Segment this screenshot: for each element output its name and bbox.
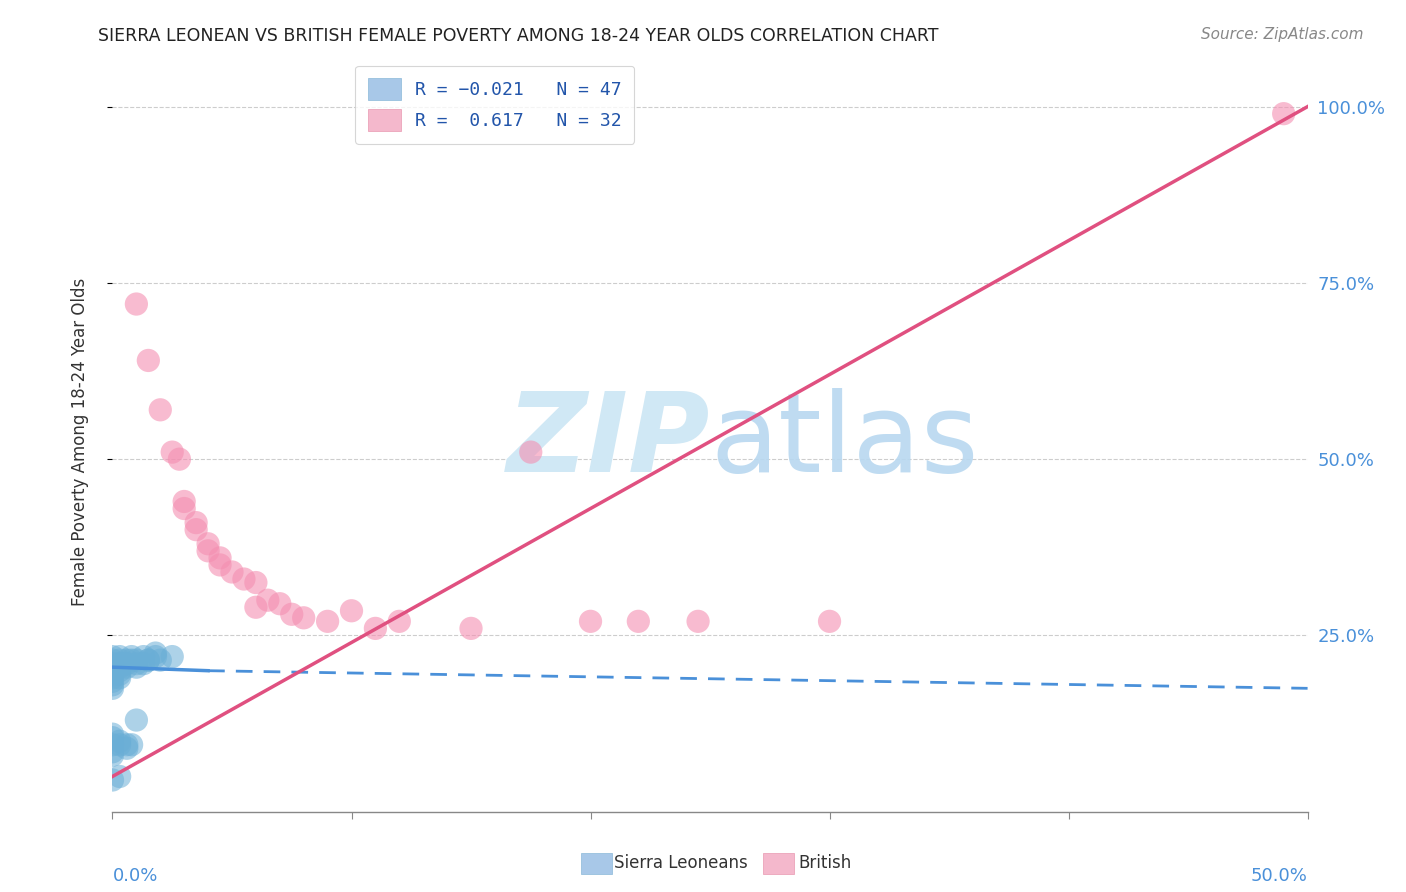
Point [579,615,602,629]
Point [209,558,232,572]
Point [125,657,148,671]
Point [145,646,167,660]
Point [108,649,131,664]
Point [115,741,138,756]
Point [162,445,183,459]
Point [818,615,841,629]
Point [108,769,131,783]
Point [233,572,256,586]
Point [101,649,124,664]
Point [115,738,138,752]
Point [108,660,131,674]
Point [269,597,291,611]
Point [125,713,148,727]
Point [101,674,124,689]
Point [627,615,650,629]
Point [257,593,280,607]
Point [115,660,138,674]
Point [149,653,172,667]
Text: 50.0%: 50.0% [1251,867,1308,885]
Point [101,671,124,685]
Point [197,537,219,551]
Point [316,615,339,629]
Point [688,615,710,629]
Point [245,600,267,615]
Point [101,748,124,763]
Point [108,667,131,681]
Point [101,772,124,787]
Point [388,615,411,629]
Point [101,727,124,741]
Text: atlas: atlas [710,388,979,495]
Point [125,297,148,311]
Point [186,516,208,530]
Point [132,657,155,671]
Point [173,501,195,516]
Point [138,653,160,667]
Point [115,653,138,667]
Point [1272,106,1295,120]
Point [115,657,138,671]
Point [101,738,124,752]
Point [460,621,482,635]
Point [101,681,124,696]
Text: ZIP: ZIP [506,388,710,495]
Point [101,657,124,671]
Point [520,445,543,459]
Point [108,664,131,678]
Point [108,671,131,685]
Point [101,664,124,678]
Point [221,565,243,579]
Point [364,621,387,635]
Point [169,452,191,467]
Point [197,544,219,558]
Point [108,738,131,752]
Point [138,353,160,368]
Text: British: British [799,855,852,872]
Point [186,523,208,537]
Point [101,678,124,692]
Point [281,607,304,622]
Point [125,660,148,674]
Point [108,657,131,671]
Text: SIERRA LEONEAN VS BRITISH FEMALE POVERTY AMONG 18-24 YEAR OLDS CORRELATION CHART: SIERRA LEONEAN VS BRITISH FEMALE POVERTY… [98,27,939,45]
Point [245,575,267,590]
Point [101,653,124,667]
Text: Sierra Leoneans: Sierra Leoneans [614,855,748,872]
Point [132,649,155,664]
Point [138,653,160,667]
Point [121,738,143,752]
Legend: R = −0.021   N = 47, R =  0.617   N = 32: R = −0.021 N = 47, R = 0.617 N = 32 [356,66,634,144]
Point [101,745,124,759]
Point [101,731,124,745]
Y-axis label: Female Poverty Among 18-24 Year Olds: Female Poverty Among 18-24 Year Olds [70,277,89,606]
Point [108,734,131,748]
Text: 0.0%: 0.0% [112,867,157,885]
Text: Source: ZipAtlas.com: Source: ZipAtlas.com [1201,27,1364,42]
Point [209,550,232,565]
Point [292,611,315,625]
Point [340,604,363,618]
Point [101,667,124,681]
Point [121,649,143,664]
Point [145,649,167,664]
Point [162,649,183,664]
Point [125,653,148,667]
Point [121,653,143,667]
Point [108,653,131,667]
Point [101,660,124,674]
Point [173,494,195,508]
Point [149,402,172,417]
